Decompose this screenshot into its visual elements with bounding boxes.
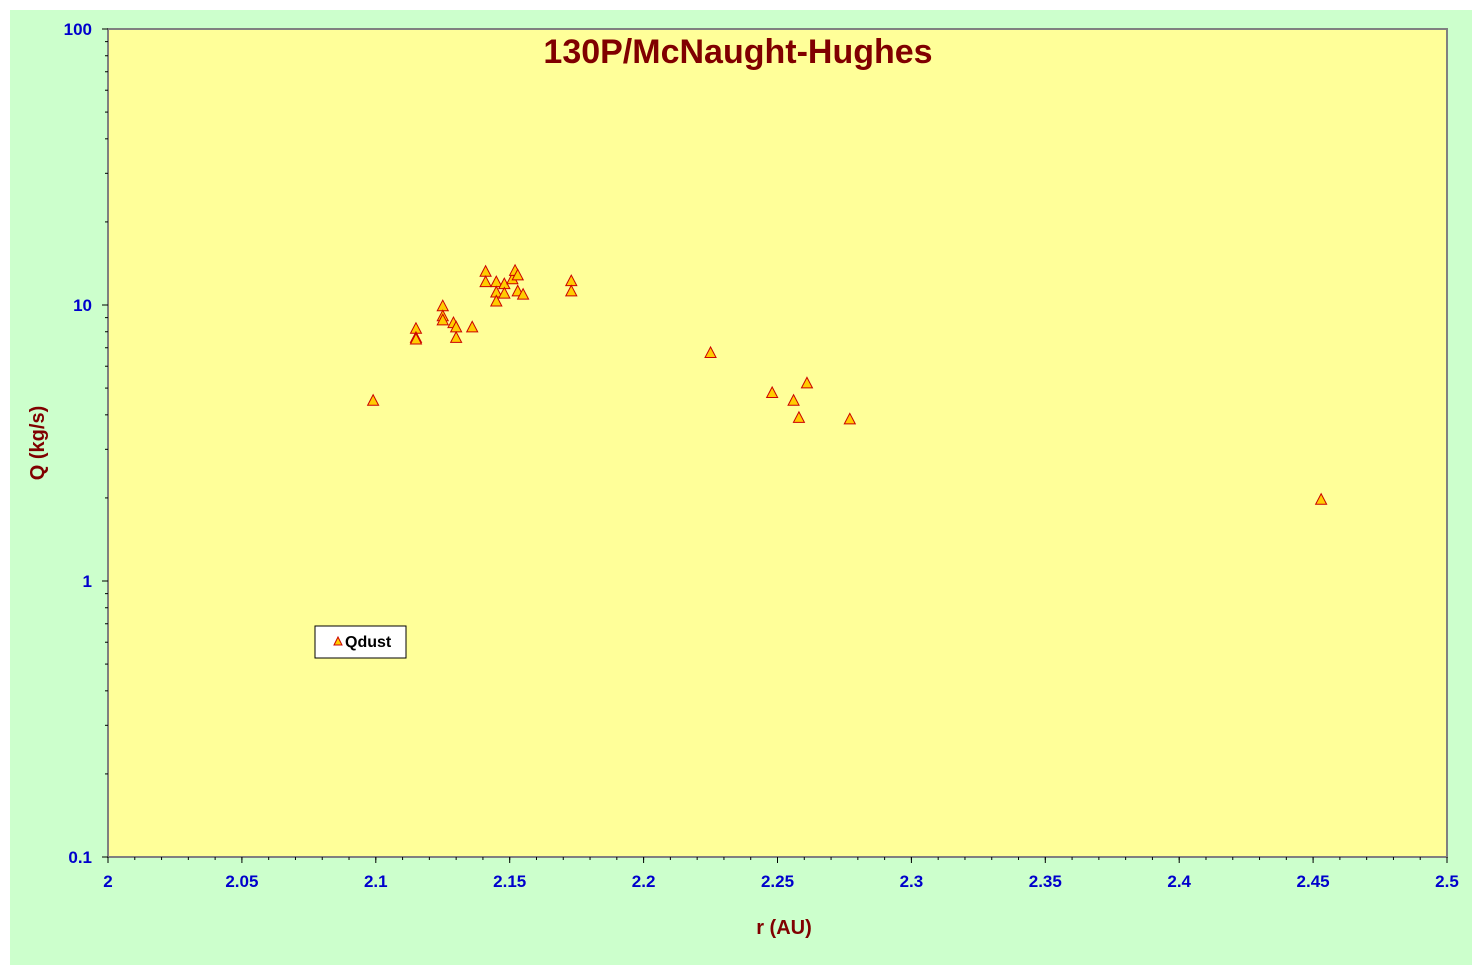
data-point [516, 287, 530, 300]
data-point [511, 268, 525, 281]
legend: Qdust [314, 625, 407, 659]
x-tick-label: 2.15 [493, 872, 526, 891]
data-point [465, 320, 479, 333]
legend-label: Qdust [345, 634, 392, 651]
legend-box [314, 625, 407, 659]
data-point [704, 345, 717, 359]
legend-marker-icon [333, 635, 343, 646]
data-point [1314, 492, 1328, 505]
x-tick-label: 2.25 [761, 872, 794, 891]
x-tick-label: 2.45 [1297, 872, 1330, 891]
scatter-chart: 2 2.05 2.1 2.15 2.2 2.25 2.3 2.35 2.4 2.45 2.5 0.1 1… [27, 20, 1459, 939]
data-point [792, 410, 806, 423]
plot-area [107, 28, 1448, 858]
data-point [489, 294, 503, 307]
data-point [479, 275, 492, 288]
data-point [765, 385, 779, 398]
x-tick-label: 2.2 [632, 872, 656, 891]
x-tick-label: 2.05 [225, 872, 258, 891]
chart-area: 2 2.05 2.1 2.15 2.2 2.25 2.3 2.35 2.4 2.45 2.5 0.1 1… [10, 10, 1472, 965]
data-point [843, 412, 857, 425]
data-point [409, 332, 423, 345]
data-point [436, 313, 450, 326]
data-point [449, 330, 463, 343]
chart-title: 130P/McNaught-Hughes [543, 33, 932, 71]
x-tick-label: 2.5 [1435, 872, 1459, 891]
x-tick-label: 2.35 [1029, 872, 1062, 891]
y-tick-label: 0.1 [68, 848, 92, 867]
y-axis-title: Q (kg/s) [27, 406, 49, 480]
x-tick-label: 2 [103, 872, 112, 891]
y-tick-label: 100 [64, 20, 92, 39]
data-point [498, 286, 511, 299]
data-point [366, 393, 380, 406]
x-tick-label: 2.1 [364, 872, 388, 891]
x-tick-label: 2.4 [1167, 872, 1191, 891]
x-axis-title: r (AU) [756, 917, 812, 939]
y-tick-label: 10 [73, 296, 92, 315]
y-tick-label: 1 [83, 572, 92, 591]
data-point [787, 393, 800, 406]
data-point [564, 284, 578, 297]
data-point [800, 376, 814, 389]
x-tick-label: 2.3 [900, 872, 924, 891]
